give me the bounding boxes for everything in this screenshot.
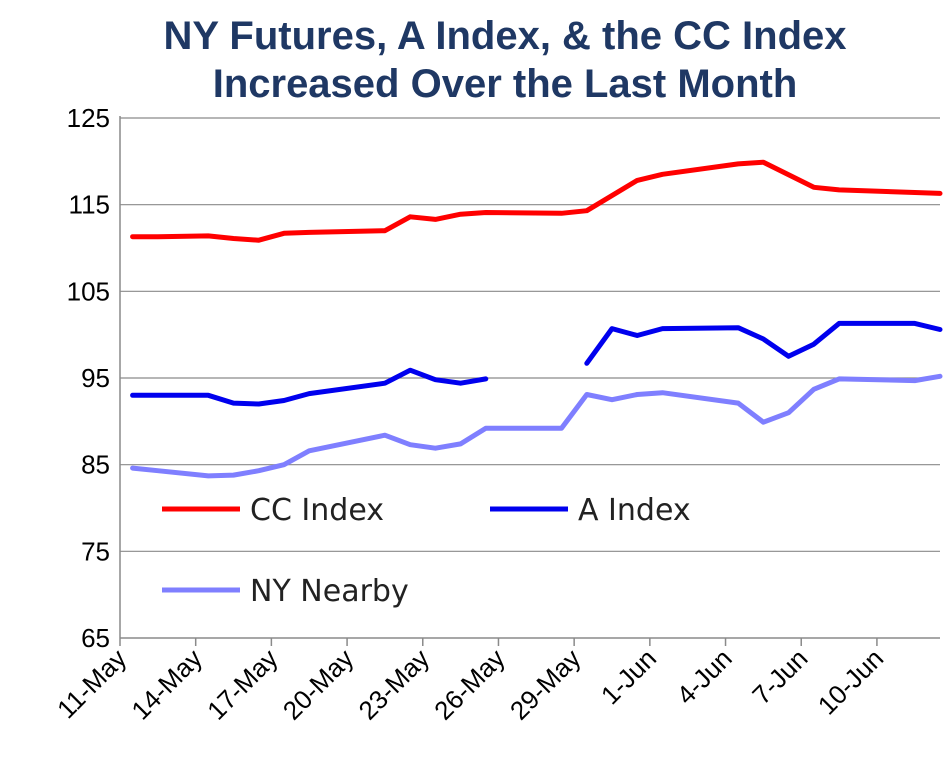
chart-title: NY Futures, A Index, & the CC Index Incr… — [60, 12, 950, 108]
chart-title-line-1: NY Futures, A Index, & the CC Index — [163, 14, 847, 58]
y-tick-label: 95 — [81, 363, 110, 393]
series-lines — [130, 159, 943, 479]
x-tick-label: 23-May — [352, 643, 435, 726]
axes — [119, 116, 940, 639]
x-tick-label: 29-May — [504, 643, 587, 726]
x-tick-label: 1-Jun — [595, 643, 662, 710]
legend-label-a-index: A Index — [578, 493, 691, 528]
x-tick-label: 14-May — [125, 643, 208, 726]
x-tick-label: 11-May — [51, 643, 132, 724]
series-line-a-index-segment-1 — [130, 367, 489, 407]
gridlines — [120, 117, 940, 552]
legend-label-cc-index: CC Index — [250, 493, 384, 528]
x-axis-ticks: 11-May14-May17-May20-May23-May26-May29-M… — [51, 638, 889, 726]
legend-label-ny-nearby: NY Nearby — [250, 574, 409, 609]
chart-title-line-2: Increased Over the Last Month — [212, 62, 798, 106]
x-tick-label: 20-May — [277, 643, 360, 726]
series-line-cc-index — [130, 159, 943, 243]
x-tick-label: 17-May — [201, 643, 284, 726]
y-axis-ticks: 125 115 105 95 85 75 65 — [67, 103, 110, 653]
y-tick-label: 75 — [81, 536, 110, 566]
x-tick-label: 4-Jun — [671, 643, 738, 710]
y-tick-label: 85 — [81, 450, 110, 480]
x-tick-label: 7-Jun — [746, 643, 813, 710]
y-tick-label: 115 — [69, 190, 110, 220]
series-line-a-index-segment-2 — [584, 320, 943, 366]
series-line-ny-nearby — [130, 373, 943, 479]
y-tick-label: 65 — [81, 623, 110, 653]
legend: CC Index A Index NY Nearby — [162, 493, 691, 609]
y-tick-label: 105 — [67, 276, 110, 306]
x-tick-label: 10-Jun — [812, 643, 889, 720]
x-tick-label: 26-May — [428, 643, 511, 726]
y-tick-label: 125 — [67, 103, 110, 133]
